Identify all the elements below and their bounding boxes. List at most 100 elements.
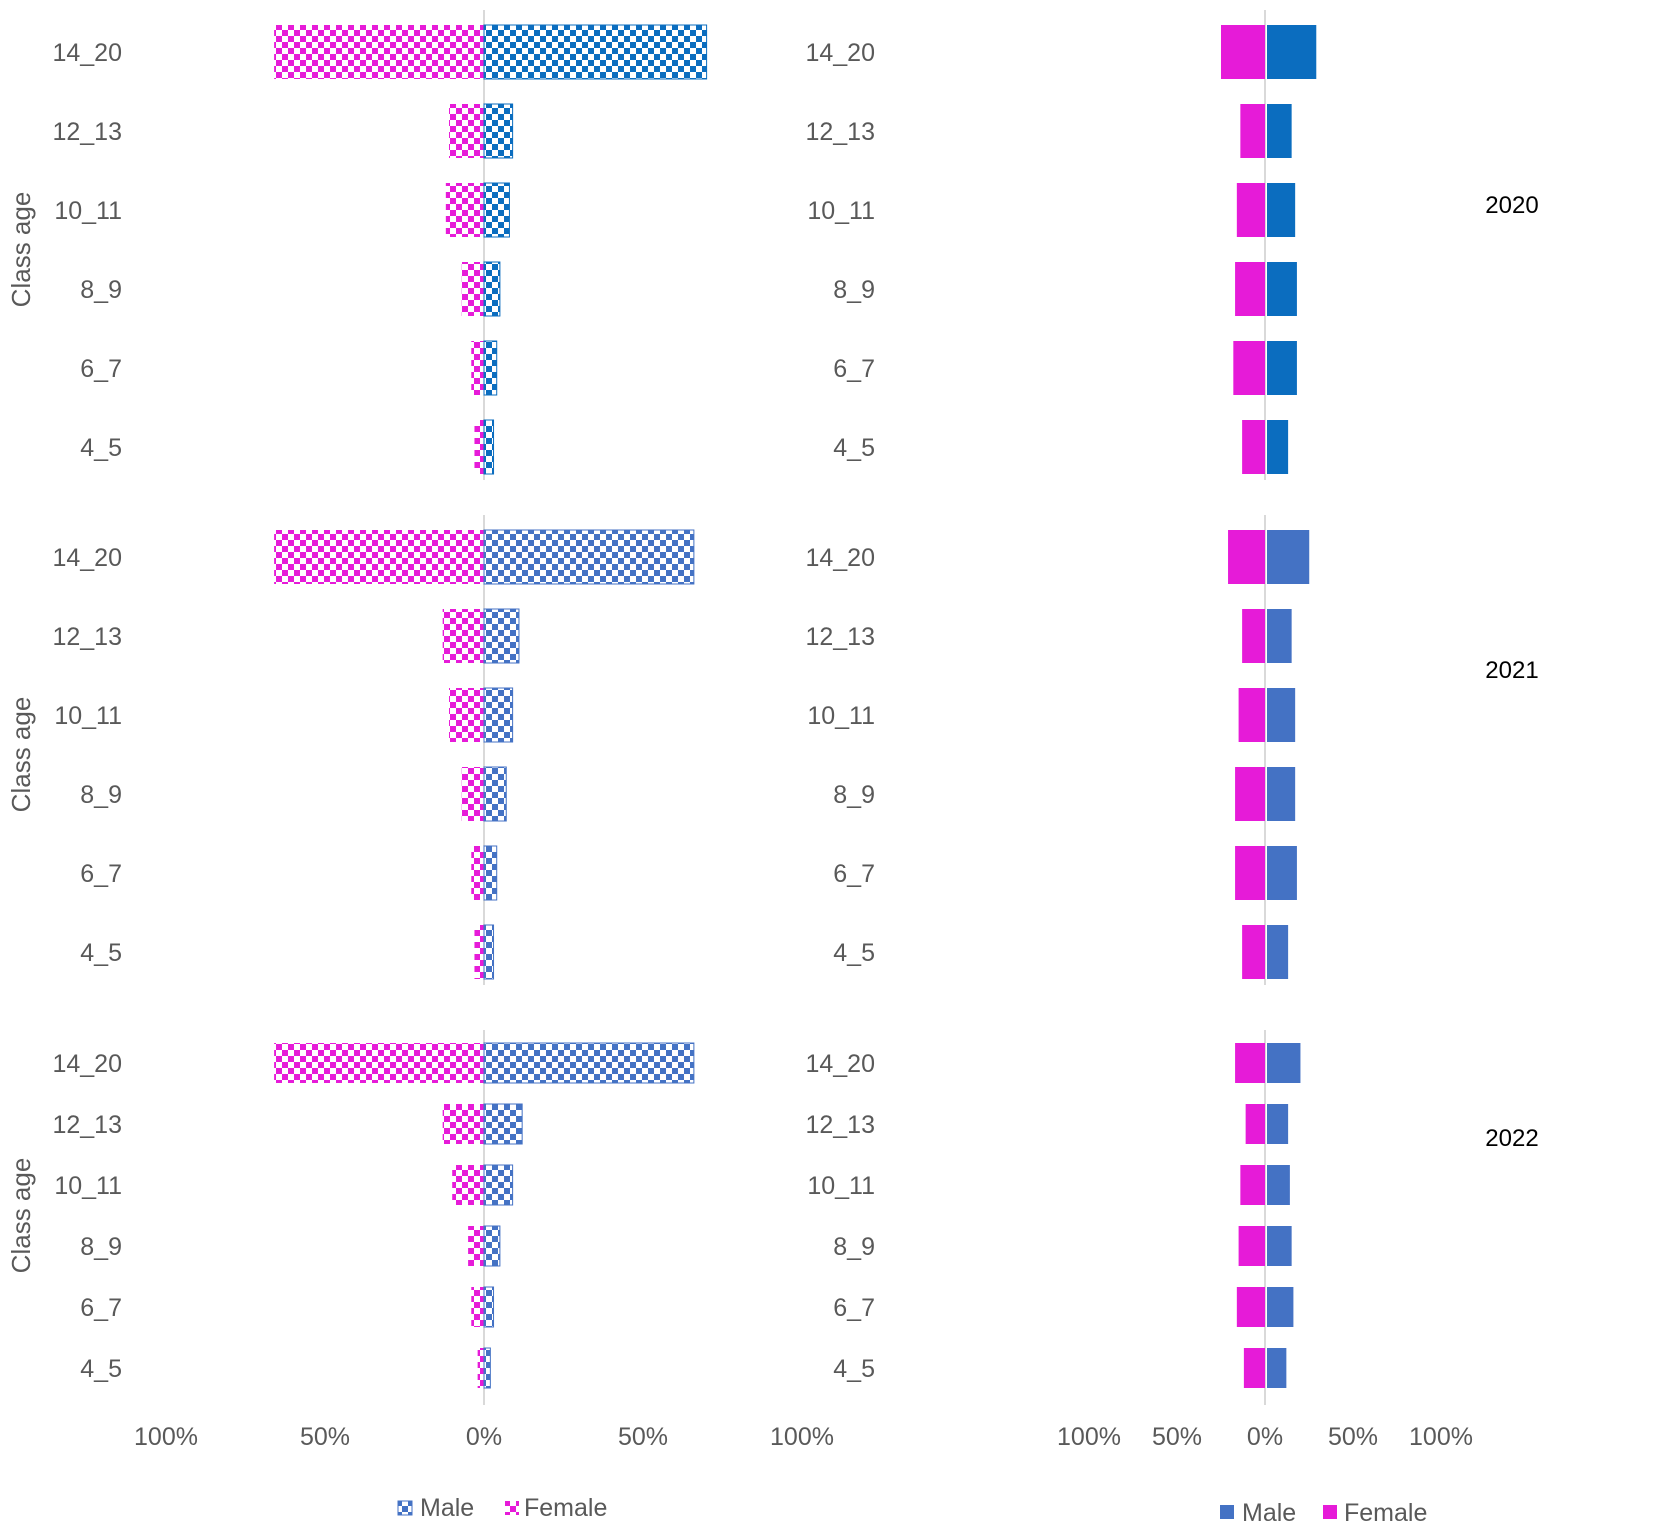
bar-right-male bbox=[1267, 609, 1292, 663]
right-x-tick-label: 0% bbox=[1247, 1423, 1283, 1451]
bar-left-male bbox=[483, 924, 495, 980]
left-category-label: 12_13 bbox=[52, 118, 122, 146]
bar-right-female bbox=[1221, 25, 1265, 79]
bar-left-male bbox=[483, 529, 695, 585]
bar-left-female bbox=[449, 104, 484, 158]
bar-right-female bbox=[1238, 1226, 1265, 1266]
right-category-label: 10_11 bbox=[807, 197, 875, 225]
right-category-label: 6_7 bbox=[833, 860, 875, 888]
bar-left-female bbox=[442, 1104, 484, 1144]
left-category-label: 6_7 bbox=[80, 355, 122, 383]
bar-right-male bbox=[1267, 341, 1297, 395]
right-category-label: 10_11 bbox=[807, 1172, 875, 1200]
bar-right-male bbox=[1267, 1226, 1292, 1266]
bar-left-female bbox=[274, 1043, 484, 1083]
bar-right-female bbox=[1243, 1348, 1265, 1388]
right-category-label: 4_5 bbox=[833, 1355, 875, 1383]
class-age-label-2021: Class age bbox=[6, 697, 36, 813]
bar-left-male bbox=[483, 766, 507, 822]
left-category-label: 6_7 bbox=[80, 860, 122, 888]
right-x-tick-label: 100% bbox=[1409, 1423, 1473, 1451]
left-x-tick-label: 100% bbox=[770, 1423, 834, 1451]
right-category-label: 14_20 bbox=[805, 39, 875, 67]
bar-right-female bbox=[1242, 925, 1265, 979]
bar-right-male bbox=[1267, 1165, 1290, 1205]
legend-left-female-swatch bbox=[505, 1501, 519, 1515]
bar-right-male bbox=[1267, 846, 1297, 900]
left-x-tick-label: 0% bbox=[466, 1423, 502, 1451]
left-category-label: 14_20 bbox=[52, 544, 122, 572]
left-category-label: 6_7 bbox=[80, 1294, 122, 1322]
legend-right-female-label: Female bbox=[1344, 1499, 1427, 1527]
legend-left-male-swatch bbox=[397, 1500, 413, 1516]
left-category-label: 10_11 bbox=[54, 1172, 122, 1200]
left-x-tick-label: 100% bbox=[134, 1423, 198, 1451]
year-label-2020: 2020 bbox=[1485, 192, 1538, 219]
bar-left-female bbox=[471, 341, 484, 395]
legend-right-female-swatch bbox=[1323, 1505, 1337, 1519]
bar-left-female bbox=[449, 688, 484, 742]
right-category-label: 10_11 bbox=[807, 702, 875, 730]
bar-right-female bbox=[1240, 1165, 1265, 1205]
bar-right-female bbox=[1242, 420, 1265, 474]
left-category-label: 8_9 bbox=[80, 781, 122, 809]
bar-right-male bbox=[1267, 925, 1289, 979]
left-category-label: 8_9 bbox=[80, 1233, 122, 1261]
bar-left-male bbox=[483, 845, 498, 901]
bar-left-female bbox=[474, 420, 484, 474]
bar-right-male bbox=[1267, 420, 1289, 474]
right-x-tick-label: 50% bbox=[1328, 1423, 1378, 1451]
bar-left-female bbox=[471, 1287, 484, 1327]
bar-right-female bbox=[1228, 530, 1265, 584]
bar-left-male bbox=[483, 687, 514, 743]
bar-left-female bbox=[471, 846, 484, 900]
legend-right-male-swatch bbox=[1220, 1505, 1234, 1519]
right-category-label: 8_9 bbox=[833, 781, 875, 809]
right-category-label: 12_13 bbox=[805, 1111, 875, 1139]
class-age-label-2022: Class age bbox=[6, 1158, 36, 1274]
bar-left-male bbox=[483, 1042, 695, 1084]
right-category-label: 14_20 bbox=[805, 1050, 875, 1078]
right-category-label: 14_20 bbox=[805, 544, 875, 572]
left-x-tick-label: 50% bbox=[618, 1423, 668, 1451]
bar-left-male bbox=[483, 1225, 501, 1267]
bar-right-male bbox=[1267, 1104, 1289, 1144]
bar-right-female bbox=[1240, 104, 1265, 158]
bar-right-female bbox=[1245, 1104, 1265, 1144]
bar-right-male bbox=[1267, 1287, 1294, 1327]
panel-2020: Class age 2020 14_20 14_20 12_13 12_13 10_11 10… bbox=[6, 10, 1539, 480]
left-category-label: 10_11 bbox=[54, 197, 122, 225]
bar-left-male bbox=[483, 261, 501, 317]
bar-right-female bbox=[1242, 609, 1265, 663]
panel-2021: Class age 2021 14_20 14_20 12_13 12_13 10_11 10… bbox=[6, 515, 1539, 985]
bar-right-male bbox=[1267, 1043, 1301, 1083]
bar-left-male bbox=[483, 608, 520, 664]
legend-left-female-label: Female bbox=[524, 1494, 607, 1522]
bar-left-female bbox=[468, 1226, 484, 1266]
left-category-label: 14_20 bbox=[52, 39, 122, 67]
left-category-label: 8_9 bbox=[80, 276, 122, 304]
left-category-label: 4_5 bbox=[80, 434, 122, 462]
bar-left-female bbox=[461, 767, 484, 821]
right-category-label: 4_5 bbox=[833, 434, 875, 462]
right-x-tick-label: 50% bbox=[1152, 1423, 1202, 1451]
bar-right-male bbox=[1267, 104, 1292, 158]
bar-right-female bbox=[1238, 688, 1265, 742]
left-category-label: 4_5 bbox=[80, 939, 122, 967]
right-x-tick-label: 100% bbox=[1057, 1423, 1121, 1451]
left-category-label: 4_5 bbox=[80, 1355, 122, 1383]
bar-right-male bbox=[1267, 688, 1296, 742]
bar-left-male bbox=[483, 1103, 523, 1145]
class-age-label-2020: Class age bbox=[6, 192, 36, 308]
bar-right-male bbox=[1267, 183, 1296, 237]
legend-left-male-label: Male bbox=[420, 1494, 474, 1522]
bar-right-female bbox=[1236, 183, 1265, 237]
bar-left-female bbox=[474, 925, 484, 979]
bar-left-female bbox=[452, 1165, 484, 1205]
right-category-label: 8_9 bbox=[833, 276, 875, 304]
left-category-label: 14_20 bbox=[52, 1050, 122, 1078]
bar-left-female bbox=[477, 1348, 484, 1388]
right-category-label: 6_7 bbox=[833, 355, 875, 383]
bar-right-female bbox=[1235, 1043, 1265, 1083]
